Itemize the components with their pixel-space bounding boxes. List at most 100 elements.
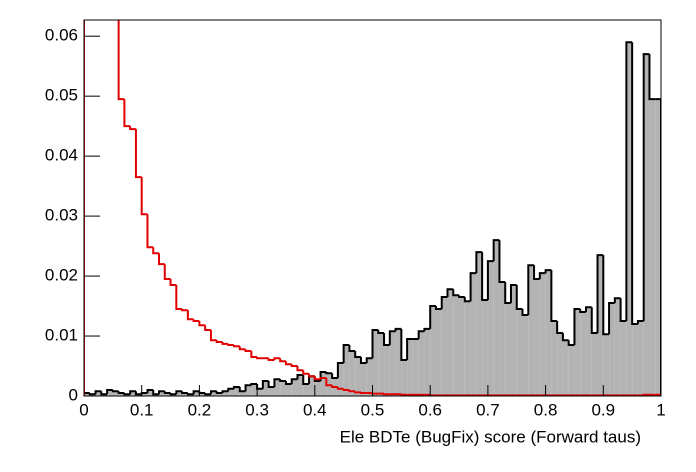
bar: [355, 357, 361, 396]
bar: [585, 307, 592, 396]
bar: [257, 388, 263, 396]
histogram-step: [521, 309, 529, 317]
bar: [632, 324, 638, 396]
histogram-step: [290, 378, 298, 385]
histogram-step: [169, 393, 177, 396]
bar: [245, 385, 252, 396]
histogram-step: [619, 298, 627, 323]
bar: [637, 321, 644, 396]
histogram-step: [469, 272, 477, 302]
bar: [349, 351, 356, 396]
histogram-step: [279, 358, 286, 363]
histogram-step: [377, 330, 385, 335]
bar: [499, 282, 506, 396]
bar: [528, 265, 535, 396]
x-axis-label: Ele BDTe (BugFix) score (Forward taus): [340, 427, 641, 446]
histogram-step: [475, 251, 483, 274]
bar: [164, 393, 171, 396]
bar: [314, 381, 321, 396]
histogram-step: [498, 240, 506, 284]
histogram-step: [486, 260, 494, 301]
bar: [384, 345, 390, 396]
histogram-step: [400, 328, 408, 362]
histogram-step: [169, 279, 177, 287]
bar: [228, 388, 235, 396]
histogram-step: [556, 321, 563, 335]
bar: [199, 393, 206, 396]
histogram-step: [94, 390, 102, 395]
bar: [649, 99, 656, 396]
bar: [95, 391, 102, 396]
y-tick-label: 0.06: [45, 26, 78, 45]
bar: [372, 330, 379, 396]
histogram-step: [458, 295, 465, 299]
bar: [597, 255, 604, 396]
histogram-step: [613, 297, 621, 304]
histogram-step: [290, 364, 298, 368]
bar: [626, 42, 633, 396]
histogram-step: [209, 330, 217, 342]
y-tick-label: 0.04: [45, 146, 78, 165]
histogram-step: [463, 297, 471, 303]
histogram-step: [123, 99, 131, 128]
bar: [568, 345, 575, 396]
histogram-step: [655, 393, 661, 396]
bar: [291, 379, 298, 396]
bar: [435, 309, 442, 396]
histogram-step: [140, 177, 148, 216]
histogram-step: [192, 390, 200, 395]
bar: [453, 295, 460, 396]
bar: [366, 358, 373, 396]
histogram-step: [533, 265, 540, 281]
histogram-step: [134, 391, 142, 396]
histogram-step: [146, 389, 154, 394]
histogram-step: [331, 385, 338, 389]
histogram-step: [331, 373, 338, 380]
histogram-step: [204, 325, 211, 332]
histogram-step: [238, 387, 246, 393]
bar: [130, 391, 136, 396]
histogram-step: [567, 340, 575, 347]
histogram-step: [342, 344, 350, 364]
bar: [222, 391, 229, 396]
histogram-step: [509, 284, 517, 304]
histogram-step: [596, 254, 604, 334]
histogram-step: [383, 333, 390, 347]
histogram-step: [181, 391, 188, 395]
x-tick-label: 0.3: [245, 400, 269, 419]
bar: [360, 363, 367, 396]
bar: [476, 252, 483, 396]
bar: [562, 340, 569, 396]
bar: [216, 393, 223, 396]
histogram-step: [175, 390, 183, 395]
bar: [534, 279, 540, 396]
histogram-step: [394, 327, 402, 332]
bar: [234, 387, 240, 396]
histogram-step: [348, 345, 356, 353]
bar: [141, 393, 148, 396]
bar: [493, 240, 500, 396]
bar: [389, 331, 396, 396]
histogram-step: [215, 340, 223, 344]
histogram-step: [388, 330, 396, 346]
histogram-step: [250, 383, 258, 386]
bar: [643, 54, 650, 396]
bar: [510, 285, 517, 396]
histogram-step: [371, 392, 379, 395]
histogram-step: [152, 390, 160, 396]
histogram-step: [117, 20, 125, 101]
bar: [280, 381, 286, 396]
bar: [441, 297, 448, 396]
histogram-step: [123, 393, 131, 396]
bar: [176, 391, 183, 396]
x-tick-label: 0.9: [591, 400, 615, 419]
histogram-step: [446, 288, 454, 298]
bar: [580, 312, 586, 396]
histogram-step: [348, 390, 356, 393]
bar: [262, 381, 269, 396]
bar: [424, 328, 431, 396]
bar: [309, 376, 315, 396]
bar: [303, 384, 310, 396]
bar: [603, 334, 610, 396]
histogram-step: [440, 296, 448, 310]
